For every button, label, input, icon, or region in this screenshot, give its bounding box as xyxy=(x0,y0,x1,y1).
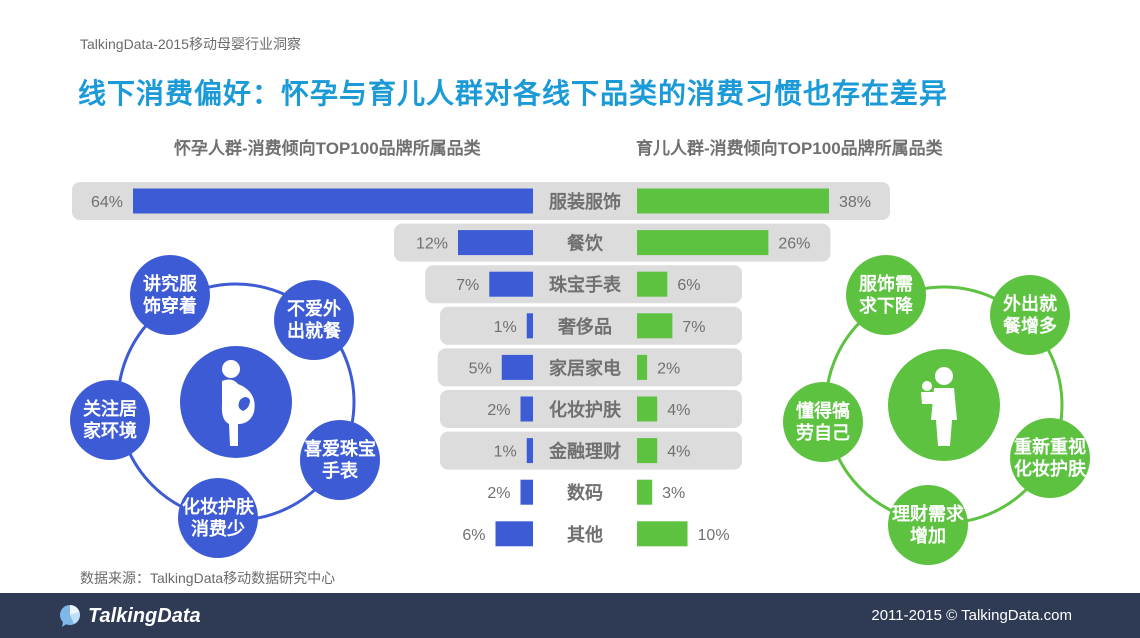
data-label-left: 7% xyxy=(456,277,479,294)
bar-left xyxy=(520,479,533,505)
chart-bars: 64% 38% 服装服饰 12% 26% 餐饮 7% 6% 珠宝手表 1% 7% 奢侈品 5% 2% 家居家… xyxy=(72,182,890,547)
right-node-label: 服饰需求下降 xyxy=(859,273,914,316)
page-title: 线下消费偏好：怀孕与育儿人群对各线下品类的消费习惯也存在差异 xyxy=(78,78,949,109)
right-node xyxy=(846,255,926,335)
data-label-right: 26% xyxy=(778,236,810,253)
category-label: 金融理财 xyxy=(548,441,621,462)
left-node xyxy=(70,380,150,460)
right-node-label: 理财需求增加 xyxy=(892,503,965,546)
right-node xyxy=(888,485,968,565)
left-node xyxy=(130,255,210,335)
left-series-title: 怀孕人群-消费倾向TOP100品牌所属品类 xyxy=(174,139,481,158)
data-label-left: 2% xyxy=(487,485,510,502)
data-label-right: 38% xyxy=(839,194,871,211)
data-label-right: 6% xyxy=(677,277,700,294)
left-node xyxy=(300,420,380,500)
bar-left xyxy=(458,230,533,256)
mother-child-icon xyxy=(921,367,957,446)
bar-right xyxy=(637,479,653,505)
bar-left xyxy=(133,188,533,214)
data-label-left: 5% xyxy=(469,360,492,377)
right-node xyxy=(990,275,1070,355)
category-label: 奢侈品 xyxy=(557,316,612,337)
bar-left xyxy=(526,313,533,339)
pregnant-woman-icon xyxy=(221,360,255,446)
data-label-right: 10% xyxy=(698,527,730,544)
left-node-label: 化妆护肤消费少 xyxy=(182,496,255,539)
category-label: 餐饮 xyxy=(566,233,604,254)
data-label-left: 6% xyxy=(462,527,485,544)
category-label: 家居家电 xyxy=(549,357,621,378)
right-node-label: 外出就餐增多 xyxy=(1002,293,1057,336)
category-label: 数码 xyxy=(567,482,603,503)
data-label-right: 3% xyxy=(662,485,685,502)
butterfly-chart: 64% 38% 服装服饰 12% 26% 餐饮 7% 6% 珠宝手表 1% 7% 奢侈品 5% 2% 家居家… xyxy=(70,182,1090,565)
left-node xyxy=(274,280,354,360)
chat-bubble-logo-icon xyxy=(60,605,80,627)
data-label-right: 4% xyxy=(667,402,690,419)
data-label-right: 2% xyxy=(657,360,680,377)
bar-right xyxy=(637,230,769,256)
category-label: 珠宝手表 xyxy=(549,274,622,295)
category-label: 服装服饰 xyxy=(549,191,621,212)
bar-right xyxy=(637,271,668,297)
bar-right xyxy=(637,188,829,214)
row-track xyxy=(440,390,742,428)
bar-right xyxy=(637,396,658,422)
bar-left xyxy=(526,438,533,464)
bar-right xyxy=(637,438,658,464)
right-node-label: 懂得犒劳自己 xyxy=(796,400,850,443)
left-cluster: 讲究服饰穿着不爱外出就餐喜爱珠宝手表化妆护肤消费少 关注居家环境 xyxy=(70,255,380,558)
footer-copyright: 2011-2015 © TalkingData.com xyxy=(871,607,1072,624)
right-node xyxy=(783,382,863,462)
data-label-left: 1% xyxy=(494,444,517,461)
data-label-left: 64% xyxy=(91,194,123,211)
data-label-left: 1% xyxy=(494,319,517,336)
category-label: 其他 xyxy=(567,524,603,545)
footer-bar: TalkingData 2011-2015 © TalkingData.com xyxy=(0,593,1140,638)
bar-left xyxy=(520,396,533,422)
data-label-left: 12% xyxy=(416,236,448,253)
right-series-title: 育儿人群-消费倾向TOP100品牌所属品类 xyxy=(636,139,943,158)
left-node-label: 不爱外出就餐 xyxy=(287,298,342,341)
left-node-label: 讲究服饰穿着 xyxy=(143,273,198,316)
bar-left xyxy=(501,354,533,380)
bar-left xyxy=(495,521,533,547)
bar-right xyxy=(637,354,648,380)
data-label-right: 7% xyxy=(682,319,705,336)
left-node-label: 关注居家环境 xyxy=(83,398,137,441)
footer-logo[interactable]: TalkingData xyxy=(58,604,201,628)
left-node xyxy=(178,478,258,558)
bar-left xyxy=(489,271,533,297)
category-label: 化妆护肤 xyxy=(549,399,622,420)
data-label-left: 2% xyxy=(487,402,510,419)
right-node xyxy=(1010,418,1090,498)
bar-right xyxy=(637,313,673,339)
row-track xyxy=(440,431,742,470)
report-name: TalkingData-2015移动母婴行业洞察 xyxy=(80,36,301,52)
data-label-right: 4% xyxy=(667,444,690,461)
right-node-label: 重新重视化妆护肤 xyxy=(1014,436,1087,479)
bar-right xyxy=(637,521,688,547)
footer-logo-text: TalkingData xyxy=(88,604,201,627)
left-node-label: 喜爱珠宝手表 xyxy=(304,438,376,481)
data-source: 数据来源：TalkingData移动数据研究中心 xyxy=(80,570,336,586)
